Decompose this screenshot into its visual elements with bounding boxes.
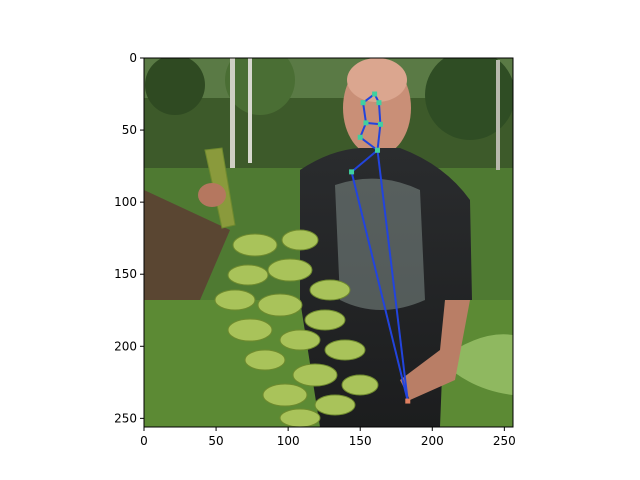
keypoint-edges	[350, 93, 409, 402]
photo-image	[144, 58, 513, 427]
keypoint-edge	[376, 150, 409, 402]
keypoint-marker	[360, 100, 366, 106]
y-tick-label: 150	[114, 267, 137, 281]
axes-frame	[143, 57, 514, 428]
x-axis: 0 50 100 150 200 250	[140, 427, 516, 448]
keypoint-edge	[350, 171, 409, 402]
keypoint-marker	[377, 121, 383, 127]
keypoint-edge	[376, 124, 382, 151]
keypoint-marker	[376, 100, 382, 106]
keypoint-edge	[350, 149, 379, 173]
y-axis: 0 50 100 150 200 250	[114, 51, 144, 425]
keypoint-markers	[349, 91, 411, 404]
x-tick-label: 250	[493, 434, 516, 448]
keypoint-marker	[357, 134, 363, 140]
x-tick-label: 150	[349, 434, 372, 448]
keypoint-marker	[372, 91, 378, 97]
x-tick-label: 0	[140, 434, 148, 448]
y-tick-label: 50	[122, 123, 137, 137]
y-tick-label: 200	[114, 339, 137, 353]
y-tick-label: 100	[114, 195, 137, 209]
keypoint-edge	[377, 102, 382, 125]
x-tick-label: 100	[277, 434, 300, 448]
keypoint-marker	[349, 169, 355, 175]
keypoint-edge	[362, 102, 367, 124]
keypoint-edge	[359, 136, 379, 152]
x-tick-label: 50	[208, 434, 223, 448]
keypoint-marker	[405, 398, 411, 404]
y-tick-label: 250	[114, 411, 137, 425]
keypoint-marker	[363, 120, 369, 126]
x-tick-label: 200	[421, 434, 444, 448]
y-tick-label: 0	[129, 51, 137, 65]
keypoint-marker	[375, 147, 381, 153]
